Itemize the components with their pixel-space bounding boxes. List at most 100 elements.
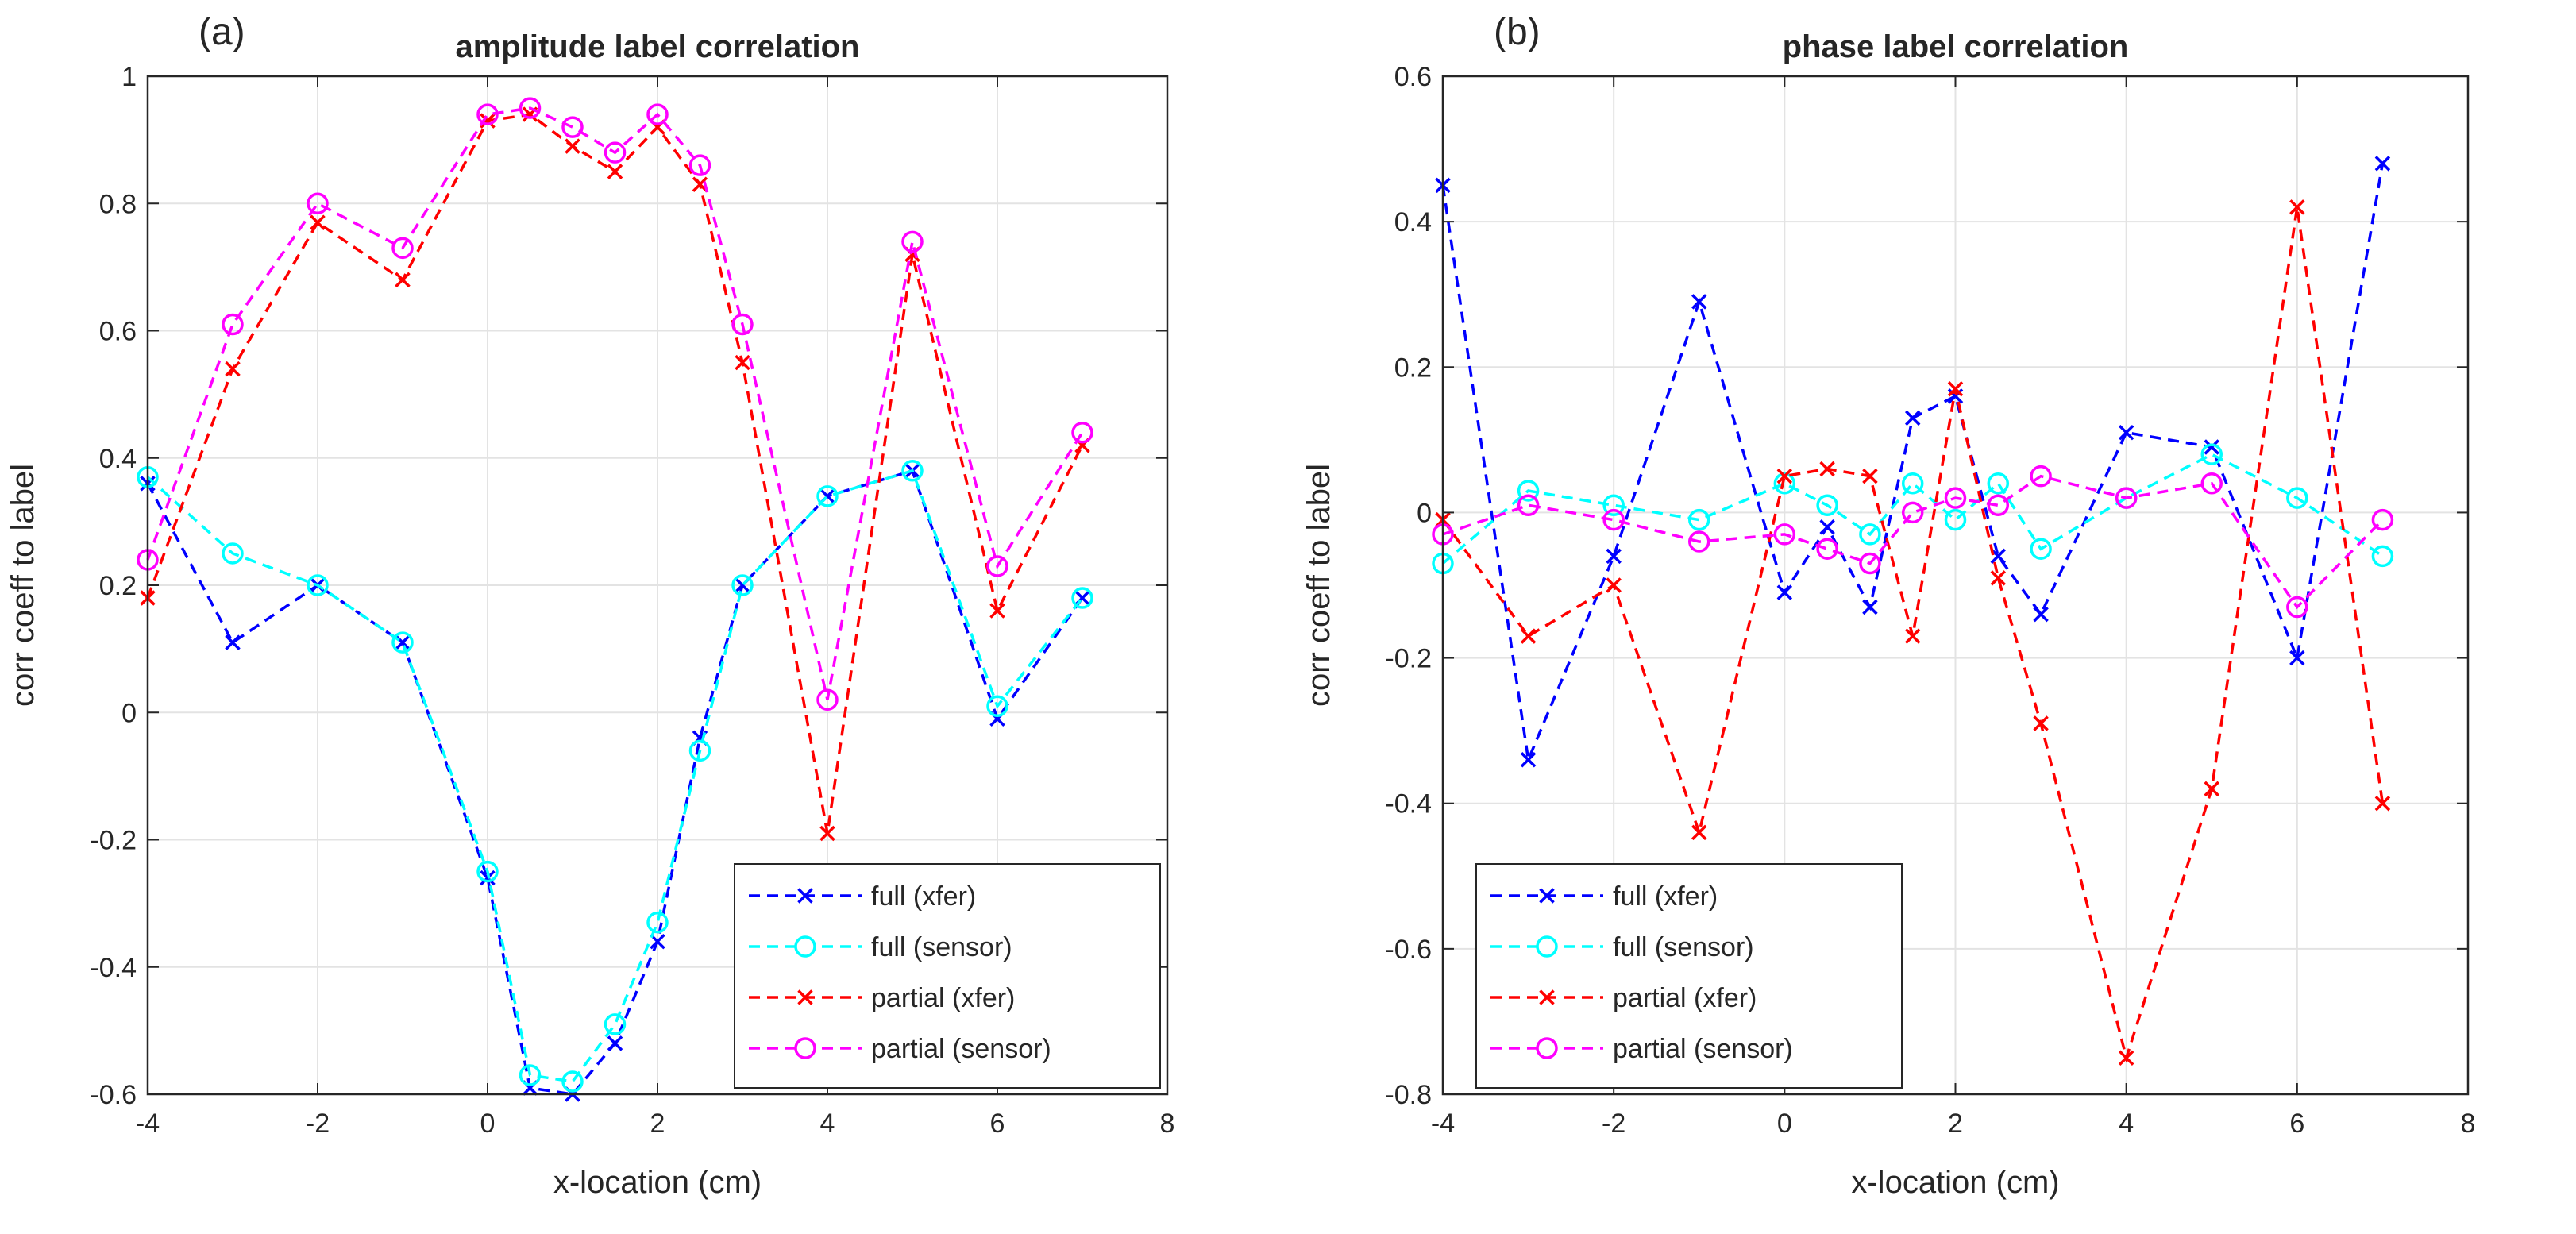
x-axis-label: x-location (cm): [1851, 1165, 2059, 1200]
data-point: [395, 272, 411, 288]
legend-marker: [1539, 888, 1555, 904]
legend-marker: [797, 888, 813, 904]
y-tick-label: -0.2: [1385, 644, 1432, 674]
data-point: [519, 97, 542, 119]
data-point: [1776, 584, 1793, 600]
data-point: [2371, 545, 2394, 568]
y-tick-label: 1: [121, 62, 137, 92]
data-point: [2030, 465, 2052, 488]
data-point: [391, 631, 414, 654]
x-tick-label: 2: [1948, 1109, 1963, 1139]
data-point: [986, 555, 1008, 577]
data-point: [1773, 523, 1796, 546]
x-tick-label: 8: [1160, 1109, 1175, 1139]
data-point: [1776, 468, 1793, 484]
data-point: [1606, 548, 1622, 565]
data-point: [1517, 494, 1540, 517]
series-line-full-sensor: [1441, 453, 2384, 565]
data-point: [1691, 294, 1707, 310]
y-axis-label: corr coeff to label: [6, 464, 40, 707]
y-tick-label: 0.8: [99, 189, 137, 219]
data-point: [2118, 424, 2134, 441]
panel-a: -4 -2 0 2 4 6 8 -0.6 -0.4 -0.2 0 0.2 0.4 0.6 0.8 1 ampli…: [6, 11, 1175, 1200]
data-point: [307, 574, 329, 596]
data-point: [1071, 587, 1093, 609]
chart-title: amplitude label correlation: [455, 29, 859, 64]
y-tick-label: 0.4: [1394, 207, 1432, 237]
data-point: [989, 603, 1005, 619]
data-point: [735, 354, 750, 371]
y-tick-label: 0: [1417, 498, 1432, 528]
data-point: [565, 138, 580, 154]
series-line-full-sensor: [146, 469, 1084, 1083]
data-point: [2289, 650, 2305, 666]
data-point: [307, 192, 329, 214]
data-point: [692, 176, 708, 192]
data-point: [688, 739, 711, 762]
x-tick-label: 2: [650, 1109, 665, 1139]
data-point: [2374, 795, 2391, 812]
data-point: [1944, 487, 1967, 509]
data-point: [1520, 752, 1537, 768]
data-point: [1904, 410, 1921, 426]
data-point: [646, 911, 669, 934]
x-tick-label: -4: [136, 1109, 160, 1139]
data-point: [2115, 487, 2138, 509]
y-tick-label: 0.4: [99, 444, 137, 474]
legend-entry-label: partial (xfer): [1613, 983, 1757, 1013]
legend-entry-label: full (xfer): [1613, 881, 1718, 912]
data-point: [901, 460, 924, 482]
data-point: [2200, 443, 2223, 465]
data-point: [222, 542, 244, 565]
data-point: [607, 1035, 623, 1051]
data-point: [731, 574, 754, 596]
data-point: [1819, 461, 1835, 477]
data-point: [688, 154, 711, 176]
data-point: [222, 313, 244, 336]
x-tick-label: -4: [1431, 1109, 1455, 1139]
data-point: [310, 214, 326, 231]
legend-marker: [794, 935, 816, 958]
legend-entry-label: full (xfer): [871, 881, 976, 912]
y-tick-label: 0.2: [99, 571, 137, 601]
y-tick-label: -0.8: [1385, 1080, 1432, 1110]
x-tick-label: 4: [2119, 1109, 2134, 1139]
data-point: [986, 695, 1008, 717]
data-point: [225, 361, 241, 377]
data-point: [2204, 781, 2219, 797]
legend-marker: [1539, 989, 1555, 1005]
x-axis-label: x-location (cm): [553, 1165, 762, 1200]
data-point: [1517, 480, 1540, 502]
data-point: [1990, 570, 2007, 586]
data-point: [819, 825, 835, 842]
legend-entry-label: partial (sensor): [1613, 1034, 1793, 1064]
data-point: [2286, 596, 2308, 619]
data-point: [2204, 439, 2219, 455]
data-point: [480, 113, 496, 129]
y-tick-label: -0.4: [1385, 789, 1432, 819]
data-point: [2374, 156, 2391, 172]
x-tick-label: 6: [990, 1109, 1005, 1139]
data-point: [1819, 519, 1835, 535]
legend-marker: [794, 1037, 816, 1059]
legend-entry-label: full (sensor): [871, 932, 1012, 962]
legend-marker: [1536, 935, 1558, 958]
x-tick-label: 0: [1777, 1109, 1792, 1139]
y-tick-label: 0.6: [99, 317, 137, 347]
data-point: [1987, 494, 2010, 517]
series-line-partial-sensor: [146, 106, 1084, 700]
data-point: [1816, 494, 1838, 517]
data-point: [604, 141, 627, 164]
y-tick-label: -0.6: [1385, 935, 1432, 965]
data-point: [2289, 199, 2305, 215]
panel-label: (b): [1494, 11, 1541, 53]
y-tick-label: -0.6: [90, 1080, 137, 1110]
x-tick-label: 4: [820, 1109, 835, 1139]
data-point: [1944, 508, 1967, 531]
data-point: [646, 103, 669, 125]
data-point: [391, 237, 414, 260]
data-point: [1862, 599, 1878, 615]
panel-b: -4 -2 0 2 4 6 8 -0.8 -0.6 -0.4 -0.2 0 0.2 0.4 0.6 phase…: [1288, 0, 2576, 1234]
data-point: [1688, 530, 1710, 553]
data-point: [561, 1070, 584, 1093]
